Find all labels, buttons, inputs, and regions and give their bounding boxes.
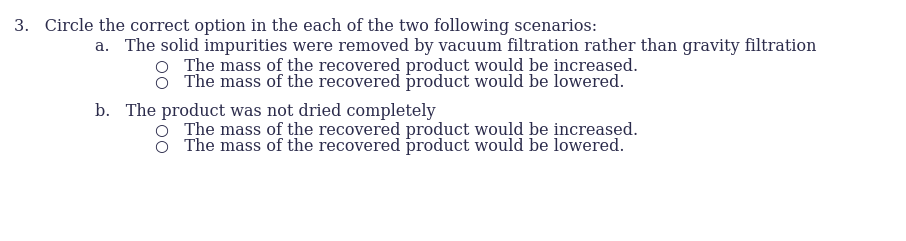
Text: ○   The mass of the recovered product would be lowered.: ○ The mass of the recovered product woul… (155, 138, 624, 155)
Text: a.   The solid impurities were removed by vacuum filtration rather than gravity : a. The solid impurities were removed by … (95, 38, 816, 55)
Text: ○   The mass of the recovered product would be lowered.: ○ The mass of the recovered product woul… (155, 74, 624, 91)
Text: b.   The product was not dried completely: b. The product was not dried completely (95, 103, 436, 120)
Text: 3.   Circle the correct option in the each of the two following scenarios:: 3. Circle the correct option in the each… (14, 18, 597, 35)
Text: ○   The mass of the recovered product would be increased.: ○ The mass of the recovered product woul… (155, 58, 638, 75)
Text: ○   The mass of the recovered product would be increased.: ○ The mass of the recovered product woul… (155, 122, 638, 139)
